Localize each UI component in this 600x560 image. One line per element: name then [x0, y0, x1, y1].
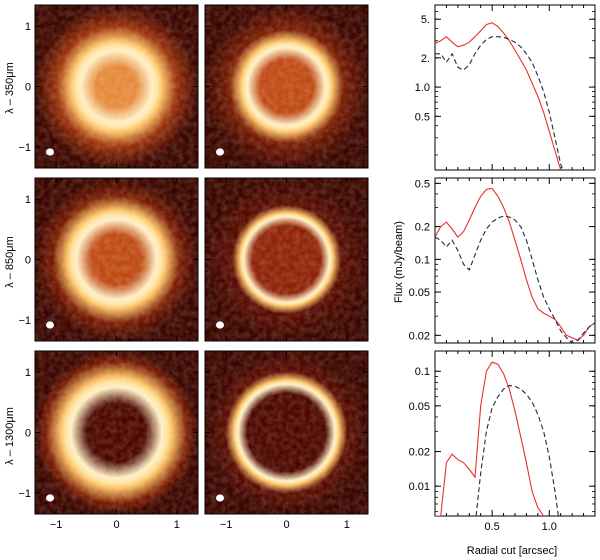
plot-ytick-label: 0.05: [409, 401, 430, 413]
flux-axis-label: Flux (mJy/beam): [393, 221, 405, 303]
profile-panel: 0.5 0.2 0.1 0.05 0.02: [409, 177, 596, 344]
plot-ytick-label: 0.01: [409, 481, 430, 493]
plot-ytick-label: 5.: [421, 14, 430, 26]
image-xtick-label: −1: [50, 519, 63, 531]
image-panel: −1 0 1: [204, 350, 369, 531]
image-ytick-label: 0: [25, 255, 31, 267]
radial-profile-plots: 5. 2. 1.0 0.5 0.5 0.2 0.1 0.05 0.02 0.5 1.0 0.1 0.05…: [409, 4, 596, 533]
image-noise: [205, 178, 368, 341]
beam-marker: [216, 148, 224, 156]
image-panel: 1 0 −1: [18, 4, 199, 169]
image-ytick-label: 1: [25, 194, 31, 206]
profile-series-group: [435, 22, 564, 170]
image-xtick-label: −1: [220, 519, 233, 531]
profile-series-group: [435, 361, 559, 516]
plot-ytick-label: 0.5: [415, 178, 430, 190]
plot-ytick-label: 0.02: [409, 330, 430, 342]
image-noise: [205, 351, 368, 514]
beam-marker: [216, 494, 224, 502]
profile-series-group: [435, 187, 595, 343]
plot-frame: [434, 4, 596, 171]
image-axis-labels: λ – 350μm λ – 850μm λ – 1300μm: [4, 62, 16, 465]
plot-xtick-label: 1.0: [542, 521, 557, 533]
plot-ytick-label: 2.: [421, 53, 430, 65]
row-label-350: λ – 350μm: [4, 62, 16, 114]
image-noise: [205, 5, 368, 168]
image-noise: [35, 351, 198, 514]
plot-ytick-label: 0.1: [415, 254, 430, 266]
image-xtick-label: 0: [113, 519, 119, 531]
row-label-1300: λ – 1300μm: [4, 407, 16, 465]
plot-frame: [434, 350, 596, 517]
model-profile-line: [435, 36, 564, 170]
plot-ytick-label: 0.2: [415, 222, 430, 234]
profile-panel: 5. 2. 1.0 0.5: [415, 4, 596, 171]
observed-profile-line: [435, 361, 545, 516]
image-ytick-label: 1: [25, 21, 31, 33]
plot-ytick-label: 1.0: [415, 82, 430, 94]
plot-ytick-label: 0.1: [415, 366, 430, 378]
observed-profile-line: [435, 22, 562, 170]
image-xtick-label: 1: [174, 519, 180, 531]
image-panel: −1 0 1 1 0 −1: [18, 350, 199, 531]
radial-cut-axis-label: Radial cut [arcsec]: [467, 545, 557, 557]
image-noise: [35, 5, 198, 168]
image-grid: 1 0 −1 1 0 −1 −1 0 1 1 0 −1 −1 0 1: [18, 4, 369, 531]
beam-marker: [46, 494, 54, 502]
image-panel: [204, 177, 369, 342]
image-xtick-label: 0: [283, 519, 289, 531]
image-ytick-label: −1: [18, 142, 31, 154]
image-ytick-label: 0: [25, 428, 31, 440]
image-panel: 1 0 −1: [18, 177, 199, 342]
image-ytick-label: −1: [18, 315, 31, 327]
observed-profile-line: [435, 187, 595, 341]
image-noise: [35, 178, 198, 341]
image-xtick-label: 1: [344, 519, 350, 531]
image-ytick-label: 1: [25, 367, 31, 379]
row-label-850: λ – 850μm: [4, 236, 16, 288]
beam-marker: [216, 321, 224, 329]
plot-ytick-label: 0.05: [409, 287, 430, 299]
plot-frame: [434, 177, 596, 344]
plot-ytick-label: 0.5: [415, 111, 430, 123]
plot-ytick-label: 0.02: [409, 447, 430, 459]
image-ytick-label: −1: [18, 488, 31, 500]
model-profile-line: [435, 215, 595, 343]
image-ytick-label: 0: [25, 82, 31, 94]
profile-panel: 0.5 1.0 0.1 0.05 0.02 0.01: [409, 350, 596, 533]
plot-xtick-label: 0.5: [484, 521, 499, 533]
model-profile-line: [475, 385, 559, 516]
image-panel: [204, 4, 369, 169]
beam-marker: [46, 321, 54, 329]
beam-marker: [46, 148, 54, 156]
